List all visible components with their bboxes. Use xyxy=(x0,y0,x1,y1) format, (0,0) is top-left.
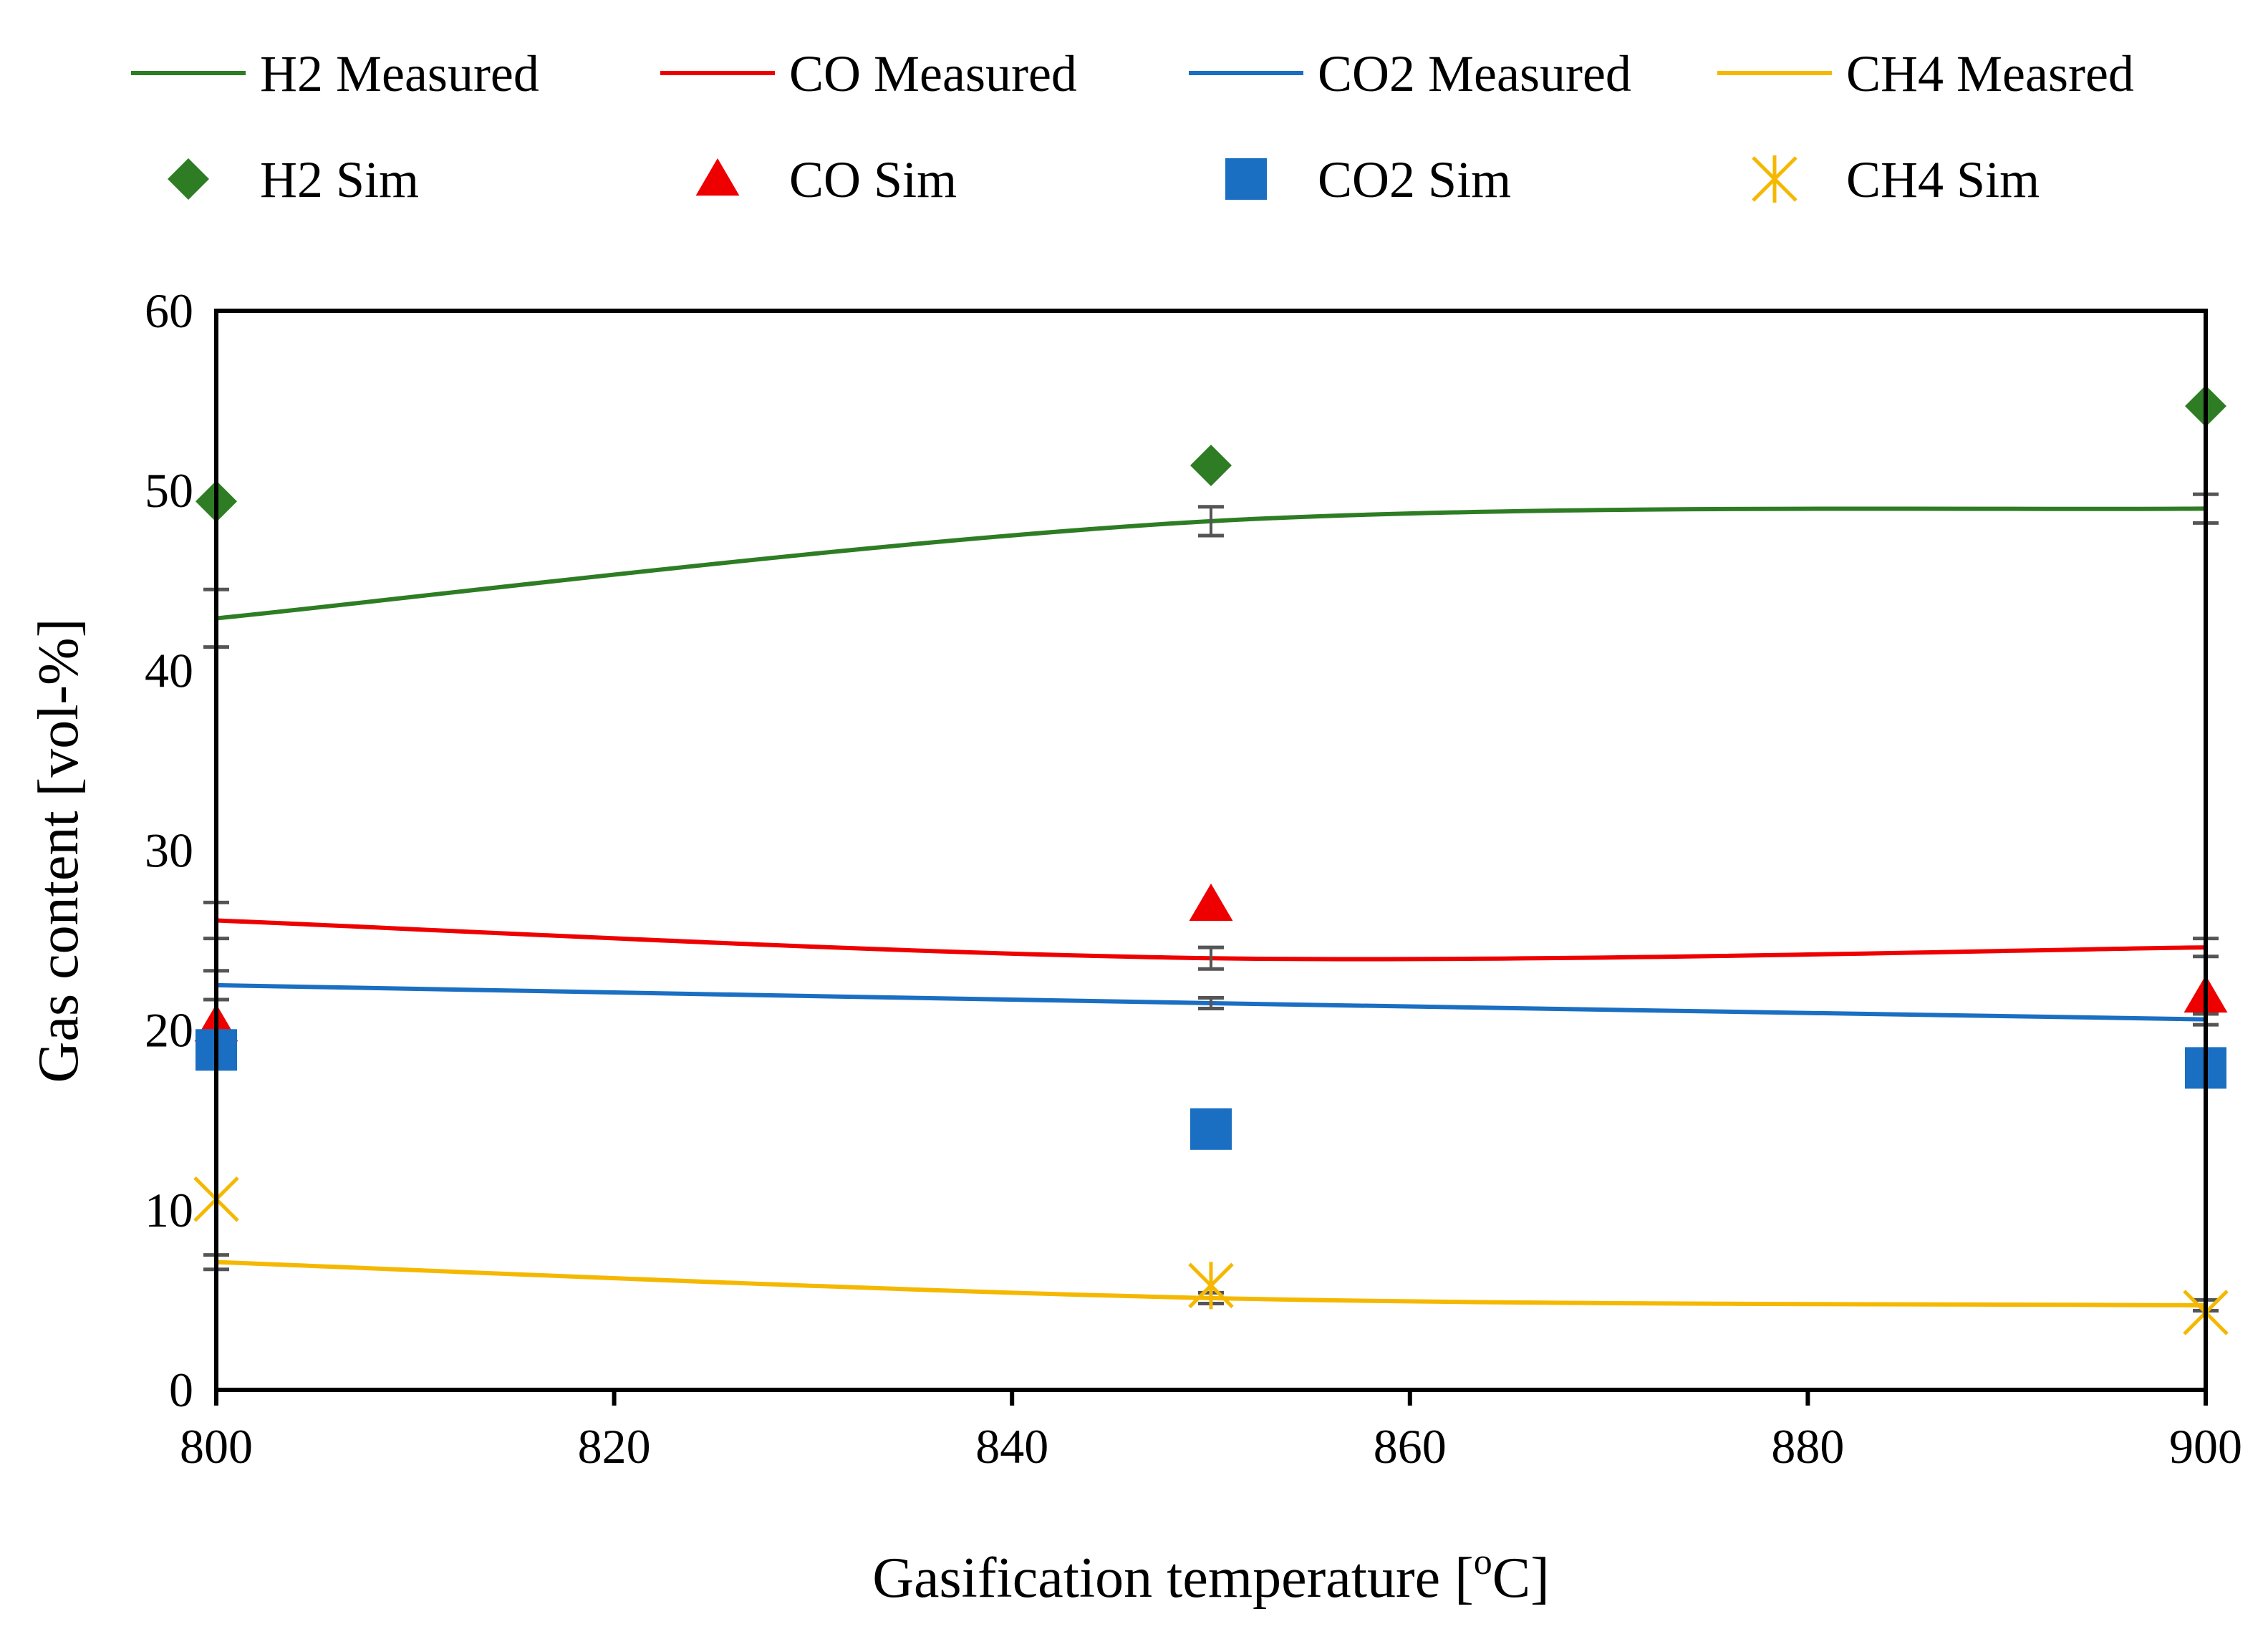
legend-label-co2-sim: CO2 Sim xyxy=(1318,151,1511,208)
legend-label-h2-measured: H2 Measured xyxy=(260,45,539,102)
legend: H2 Measured CO Measured CO2 Measured CH4 Me… xyxy=(131,45,2134,208)
legend-marker-ch4-sim xyxy=(1752,155,1797,203)
x-tick-label-820: 820 xyxy=(578,1419,651,1474)
legend-label-co-measured: CO Measured xyxy=(789,45,1077,102)
x-axis-title-superscript: o xyxy=(1474,1542,1492,1582)
legend-marker-co2-sim xyxy=(1225,158,1267,200)
legend-label-co2-measured: CO2 Measured xyxy=(1318,45,1631,102)
h2-error-bar xyxy=(1198,505,1224,538)
legend-label-co-sim: CO Sim xyxy=(789,151,957,208)
x-axis-title: Gasification temperature [oC] xyxy=(872,1542,1550,1610)
y-tick-label-60: 60 xyxy=(145,284,193,338)
x-tick-label-800: 800 xyxy=(180,1419,253,1474)
plot-marks xyxy=(193,385,2229,1336)
x-axis-title-tail: C] xyxy=(1492,1547,1550,1610)
x-tick-label-900: 900 xyxy=(2169,1419,2242,1474)
axis-ticks: 800 820 840 860 880 900 0 10 20 30 40 50 60 xyxy=(145,284,2242,1474)
x-tick-label-840: 840 xyxy=(975,1419,1048,1474)
legend-label-h2-sim: H2 Sim xyxy=(260,151,419,208)
co-error-bar xyxy=(1198,945,1224,971)
x-tick-label-860: 860 xyxy=(1374,1419,1447,1474)
legend-marker-co-sim xyxy=(695,158,740,196)
x-tick-label-880: 880 xyxy=(1771,1419,1844,1474)
legend-label-ch4-measured: CH4 Measred xyxy=(1846,45,2134,102)
y-tick-label-40: 40 xyxy=(145,643,193,697)
y-tick-label-30: 30 xyxy=(145,823,193,878)
legend-label-ch4-sim: CH4 Sim xyxy=(1846,151,2040,208)
co-sim-point xyxy=(1189,883,1233,922)
co2-sim-point xyxy=(1190,1108,1232,1150)
y-axis-title: Gas content [vol-%] xyxy=(27,619,90,1083)
y-tick-label-10: 10 xyxy=(145,1183,193,1237)
plot-area-frame xyxy=(214,309,2208,1392)
y-tick-label-20: 20 xyxy=(145,1003,193,1058)
h2-sim-point xyxy=(1190,445,1232,487)
ch4-sim-point xyxy=(1188,1262,1234,1310)
co2-error-bar xyxy=(1198,995,1224,1011)
x-axis-title-main: Gasification temperature [ xyxy=(872,1547,1474,1610)
y-tick-label-0: 0 xyxy=(169,1363,193,1417)
y-tick-label-50: 50 xyxy=(145,463,193,518)
legend-marker-h2-sim xyxy=(168,158,209,200)
